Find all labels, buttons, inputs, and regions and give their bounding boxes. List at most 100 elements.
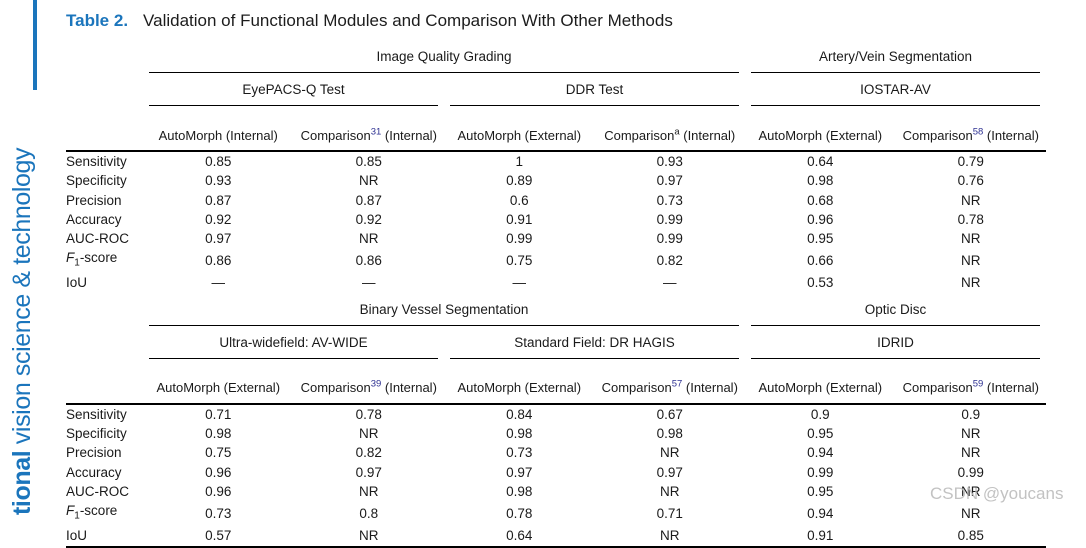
dataset-header: Ultra-widefield: AV-WIDE <box>149 335 438 359</box>
table-row: AUC-ROC 0.97 NR 0.99 0.99 0.95 NR <box>66 229 1046 248</box>
metric-value: 0.82 <box>355 445 382 461</box>
metric-label: Specificity <box>66 426 127 442</box>
metric-value: 0.97 <box>355 464 382 480</box>
group-header: Binary Vessel Segmentation <box>149 302 740 326</box>
table-number-label: Table 2. <box>66 11 129 30</box>
table-row: Sensitivity 0.71 0.78 0.84 0.67 0.9 0.9 <box>66 404 1046 424</box>
metric-value: NR <box>961 231 981 247</box>
metric-value: NR <box>594 526 746 548</box>
table-row: EyePACS-Q Test DDR Test IOSTAR-AV <box>66 73 1046 106</box>
table-row: IoU 0.57 NR 0.64 NR 0.91 0.85 <box>66 526 1047 548</box>
group-header: Artery/Vein Segmentation <box>751 49 1041 73</box>
metric-value: 0.99 <box>957 464 984 480</box>
spacer-cell <box>66 40 143 73</box>
table-caption: Table 2. Validation of Functional Modules… <box>66 11 673 31</box>
metric-label: Precision <box>66 192 122 208</box>
metric-value: 0.66 <box>807 253 834 269</box>
metric-value: 0.94 <box>807 506 834 522</box>
table-row: AutoMorph (External) Comparison39 (Intern… <box>66 358 1047 405</box>
journal-name-rest: vision science & technology <box>8 147 36 451</box>
journal-accent-rule <box>33 0 37 90</box>
metric-value: 0.78 <box>355 406 382 422</box>
metric-value: 0.93 <box>656 154 683 169</box>
metric-value: — <box>512 275 527 291</box>
metric-value: NR <box>961 426 981 442</box>
metric-value: 0.9 <box>961 406 981 422</box>
metric-label: F1-score <box>66 250 118 270</box>
table-row: Binary Vessel Segmentation Optic Disc <box>66 293 1046 326</box>
table-row: Accuracy 0.92 0.92 0.91 0.99 0.96 0.78 <box>66 210 1046 229</box>
metric-value: 0.91 <box>745 526 896 548</box>
dataset-header: EyePACS-Q Test <box>149 82 438 106</box>
group-header-cell: Image Quality Grading <box>143 40 745 73</box>
metric-value: 0.86 <box>205 253 232 269</box>
metric-value: 0.71 <box>656 506 683 522</box>
metric-label: Sensitivity <box>66 154 127 169</box>
table-row: Ultra-widefield: AV-WIDE Standard Field: … <box>66 326 1046 359</box>
metric-value: 0.57 <box>143 526 294 548</box>
metric-value: 0.97 <box>656 173 683 189</box>
column-header: AutoMorph (External) <box>745 106 896 152</box>
spacer-cell <box>66 73 143 106</box>
column-header: Comparison59 (Internal) <box>895 358 1047 405</box>
metric-value: 0.99 <box>656 211 683 227</box>
metric-value: 0.98 <box>205 426 232 442</box>
metric-value: 0.68 <box>807 192 834 208</box>
metric-value: 0.86 <box>355 253 382 269</box>
metric-value: — <box>211 275 226 291</box>
table-row: Precision 0.75 0.82 0.73 NR 0.94 NR <box>66 443 1046 462</box>
group-header-cell: Artery/Vein Segmentation <box>745 40 1046 73</box>
group-header-cell: Binary Vessel Segmentation <box>143 293 745 326</box>
column-header: Comparisona (Internal) <box>594 106 746 152</box>
journal-name-bold: tional <box>8 450 36 515</box>
table-row: F1-score 0.86 0.86 0.75 0.82 0.66 NR <box>66 248 1046 273</box>
metric-value: 0.99 <box>807 464 834 480</box>
metric-label: Accuracy <box>66 211 122 227</box>
metric-value: NR <box>961 483 981 499</box>
metric-value: NR <box>359 231 379 247</box>
metric-value: 0.73 <box>656 192 683 208</box>
metric-value: 0.75 <box>506 253 533 269</box>
column-header: Comparison39 (Internal) <box>293 358 444 405</box>
footnote-superscript: a <box>674 126 680 138</box>
column-header: AutoMorph (External) <box>444 106 595 152</box>
metric-label: Specificity <box>66 173 127 189</box>
metric-value: — <box>362 275 376 291</box>
dataset-header-cell: Standard Field: DR HAGIS <box>444 326 745 359</box>
metric-value: 0.96 <box>807 211 834 227</box>
dataset-header: IOSTAR-AV <box>751 82 1041 106</box>
table-row: Specificity 0.98 NR 0.98 0.98 0.95 NR <box>66 424 1046 443</box>
metric-value: 0.79 <box>957 154 984 169</box>
dataset-header: DDR Test <box>450 82 740 106</box>
metric-value: 0.97 <box>205 231 232 247</box>
metric-label: Accuracy <box>66 464 122 480</box>
metric-value: 0.93 <box>205 173 232 189</box>
metric-label: IoU <box>66 526 143 548</box>
column-header: AutoMorph (Internal) <box>143 106 294 152</box>
citation-superscript: 39 <box>370 379 382 391</box>
metric-label: AUC-ROC <box>66 231 129 247</box>
metric-value: NR <box>293 526 444 548</box>
table-row: Sensitivity 0.85 0.85 1 0.93 0.64 0.79 <box>66 151 1046 171</box>
metric-value: 0.92 <box>205 211 232 227</box>
metric-value: 0.87 <box>355 192 382 208</box>
column-header: AutoMorph (External) <box>143 358 294 405</box>
metric-value: 0.97 <box>506 464 533 480</box>
dataset-header: IDRID <box>751 335 1041 359</box>
metric-value: 0.98 <box>506 483 533 499</box>
metric-value: 0.87 <box>205 192 232 208</box>
metric-value: NR <box>961 275 981 291</box>
group-header: Image Quality Grading <box>149 49 740 73</box>
dataset-header-cell: IOSTAR-AV <box>745 73 1046 106</box>
column-header: AutoMorph (External) <box>745 358 896 405</box>
metric-value: 0.73 <box>205 506 232 522</box>
metric-value: NR <box>961 192 981 208</box>
metric-label: Precision <box>66 445 122 461</box>
metric-value: 0.95 <box>807 426 834 442</box>
watermark: CSDN @youcans <box>930 484 1064 503</box>
table-row: Accuracy 0.96 0.97 0.97 0.97 0.99 0.99 <box>66 463 1046 482</box>
table-row: Image Quality Grading Artery/Vein Segment… <box>66 40 1046 73</box>
metric-value: 0.71 <box>205 406 232 422</box>
group-header-cell: Optic Disc <box>745 293 1046 326</box>
results-table: Image Quality Grading Artery/Vein Segment… <box>66 40 1047 548</box>
